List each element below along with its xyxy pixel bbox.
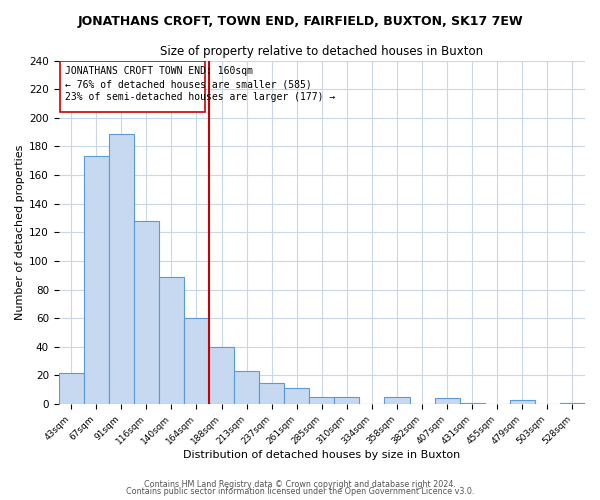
Bar bbox=[284, 388, 309, 404]
Bar bbox=[385, 397, 410, 404]
Bar bbox=[59, 372, 84, 404]
Bar bbox=[460, 402, 485, 404]
Text: JONATHANS CROFT, TOWN END, FAIRFIELD, BUXTON, SK17 7EW: JONATHANS CROFT, TOWN END, FAIRFIELD, BU… bbox=[77, 15, 523, 28]
Bar bbox=[184, 318, 209, 404]
Bar bbox=[334, 397, 359, 404]
Bar bbox=[309, 397, 334, 404]
Bar bbox=[109, 134, 134, 404]
Text: JONATHANS CROFT TOWN END: 160sqm: JONATHANS CROFT TOWN END: 160sqm bbox=[65, 66, 253, 76]
Bar bbox=[209, 347, 234, 404]
Y-axis label: Number of detached properties: Number of detached properties bbox=[15, 144, 25, 320]
Bar bbox=[84, 156, 109, 404]
Bar bbox=[259, 382, 284, 404]
Bar bbox=[159, 276, 184, 404]
Bar bbox=[560, 402, 585, 404]
Text: Contains public sector information licensed under the Open Government Licence v3: Contains public sector information licen… bbox=[126, 487, 474, 496]
Bar bbox=[234, 371, 259, 404]
Title: Size of property relative to detached houses in Buxton: Size of property relative to detached ho… bbox=[160, 45, 484, 58]
Bar bbox=[134, 221, 159, 404]
Bar bbox=[510, 400, 535, 404]
Text: Contains HM Land Registry data © Crown copyright and database right 2024.: Contains HM Land Registry data © Crown c… bbox=[144, 480, 456, 489]
Text: 23% of semi-detached houses are larger (177) →: 23% of semi-detached houses are larger (… bbox=[65, 92, 335, 102]
Text: ← 76% of detached houses are smaller (585): ← 76% of detached houses are smaller (58… bbox=[65, 79, 311, 89]
Bar bbox=[434, 398, 460, 404]
X-axis label: Distribution of detached houses by size in Buxton: Distribution of detached houses by size … bbox=[183, 450, 460, 460]
FancyBboxPatch shape bbox=[60, 60, 205, 112]
